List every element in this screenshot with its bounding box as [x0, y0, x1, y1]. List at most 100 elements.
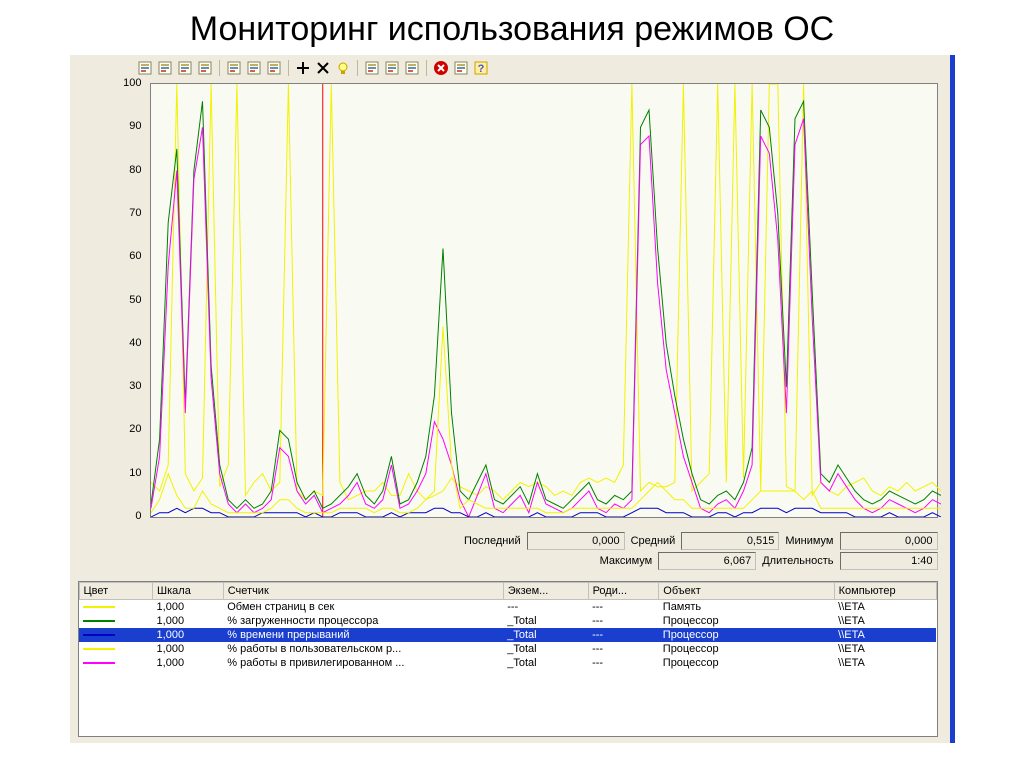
table-cell: 1,000 — [153, 642, 224, 656]
table-cell: Процессор — [659, 628, 834, 642]
table-header-cell[interactable]: Экзем... — [503, 583, 588, 600]
table-cell: Память — [659, 600, 834, 615]
view-button[interactable] — [176, 59, 194, 77]
table-header-row: ЦветШкалаСчетчикЭкзем...Роди...ОбъектКом… — [79, 583, 936, 600]
table-cell: Процессор — [659, 656, 834, 670]
y-tick: 20 — [110, 423, 142, 435]
color-cell — [79, 656, 153, 670]
table-cell: _Total — [503, 628, 588, 642]
stop-button[interactable] — [432, 59, 450, 77]
y-tick: 40 — [110, 337, 142, 349]
new-icon — [137, 60, 153, 76]
color-swatch-icon — [83, 662, 115, 664]
table-cell: % времени прерываний — [223, 628, 503, 642]
series-yellow_pages — [151, 84, 941, 500]
color-swatch-icon — [83, 620, 115, 622]
table-cell: \\ETA — [834, 600, 936, 615]
chart-svg — [151, 84, 941, 517]
table-cell: \\ETA — [834, 614, 936, 628]
copy-icon — [364, 60, 380, 76]
stat-last-value: 0,000 — [527, 532, 625, 550]
hilite-button[interactable] — [334, 59, 352, 77]
table-cell: --- — [588, 614, 659, 628]
add-icon — [295, 60, 311, 76]
stat-avg-value: 0,515 — [681, 532, 779, 550]
slide-title: Мониторинг использования режимов ОС — [0, 10, 1024, 49]
add-button[interactable] — [294, 59, 312, 77]
chart-button[interactable] — [225, 59, 243, 77]
db-button[interactable] — [196, 59, 214, 77]
toolbar-separator — [357, 60, 358, 76]
series-green_cpu — [151, 101, 941, 508]
y-tick: 0 — [110, 510, 142, 522]
table-cell: Процессор — [659, 642, 834, 656]
stat-min-value: 0,000 — [840, 532, 938, 550]
table-cell: --- — [588, 642, 659, 656]
help-button[interactable]: ? — [472, 59, 490, 77]
table-cell: \\ETA — [834, 642, 936, 656]
hist-button[interactable] — [245, 59, 263, 77]
table-row[interactable]: 1,000% работы в привилегированном ..._To… — [79, 656, 936, 670]
table-cell: \\ETA — [834, 628, 936, 642]
toolbar-separator — [219, 60, 220, 76]
color-swatch-icon — [83, 606, 115, 608]
color-swatch-icon — [83, 634, 115, 636]
table-header-cell[interactable]: Цвет — [79, 583, 153, 600]
table-cell: --- — [588, 656, 659, 670]
table-cell: \\ETA — [834, 656, 936, 670]
table-header-cell[interactable]: Объект — [659, 583, 834, 600]
table-cell: Обмен страниц в сек — [223, 600, 503, 615]
y-tick: 80 — [110, 164, 142, 176]
counters-table[interactable]: ЦветШкалаСчетчикЭкзем...Роди...ОбъектКом… — [78, 581, 938, 737]
table-cell: --- — [503, 600, 588, 615]
table-cell: _Total — [503, 656, 588, 670]
stat-dur-label: Длительность — [762, 555, 833, 567]
toolbar-separator — [288, 60, 289, 76]
help-icon: ? — [473, 60, 489, 76]
y-tick: 10 — [110, 467, 142, 479]
y-tick: 90 — [110, 120, 142, 132]
stat-min-label: Минимум — [785, 535, 833, 547]
table-cell: 1,000 — [153, 628, 224, 642]
table-cell: 1,000 — [153, 656, 224, 670]
stats-panel: Последний 0,000 Средний 0,515 Минимум 0,… — [70, 531, 938, 571]
stat-max-value: 6,067 — [658, 552, 756, 570]
table-row[interactable]: 1,000% работы в пользовательском р..._To… — [79, 642, 936, 656]
table-cell: % загруженности процессора — [223, 614, 503, 628]
report-button[interactable] — [265, 59, 283, 77]
props-icon — [404, 60, 420, 76]
paste-button[interactable] — [383, 59, 401, 77]
stat-last-label: Последний — [464, 535, 521, 547]
color-cell — [79, 600, 153, 615]
chart-area: 0102030405060708090100 — [110, 83, 938, 518]
hilite-icon — [335, 60, 351, 76]
table-header-cell[interactable]: Роди... — [588, 583, 659, 600]
stat-max-label: Максимум — [600, 555, 653, 567]
chart-icon — [226, 60, 242, 76]
table-header-cell[interactable]: Шкала — [153, 583, 224, 600]
snapshot-icon — [453, 60, 469, 76]
table-header-cell[interactable]: Счетчик — [223, 583, 503, 600]
table-cell: _Total — [503, 614, 588, 628]
clear-icon — [157, 60, 173, 76]
snapshot-button[interactable] — [452, 59, 470, 77]
table-row[interactable]: 1,000Обмен страниц в сек------Память\\ET… — [79, 600, 936, 615]
table-cell: --- — [588, 600, 659, 615]
props-button[interactable] — [403, 59, 421, 77]
copy-button[interactable] — [363, 59, 381, 77]
table-cell: % работы в пользовательском р... — [223, 642, 503, 656]
table-row[interactable]: 1,000% времени прерываний_Total---Процес… — [79, 628, 936, 642]
remove-button[interactable] — [314, 59, 332, 77]
stat-dur-value: 1:40 — [840, 552, 938, 570]
new-button[interactable] — [136, 59, 154, 77]
table-row[interactable]: 1,000% загруженности процессора_Total---… — [79, 614, 936, 628]
clear-button[interactable] — [156, 59, 174, 77]
paste-icon — [384, 60, 400, 76]
y-tick: 50 — [110, 294, 142, 306]
toolbar: ? — [70, 55, 950, 79]
table-cell: --- — [588, 628, 659, 642]
table-header-cell[interactable]: Компьютер — [834, 583, 936, 600]
y-axis-ticks: 0102030405060708090100 — [110, 83, 146, 518]
svg-text:?: ? — [477, 63, 484, 75]
color-cell — [79, 628, 153, 642]
